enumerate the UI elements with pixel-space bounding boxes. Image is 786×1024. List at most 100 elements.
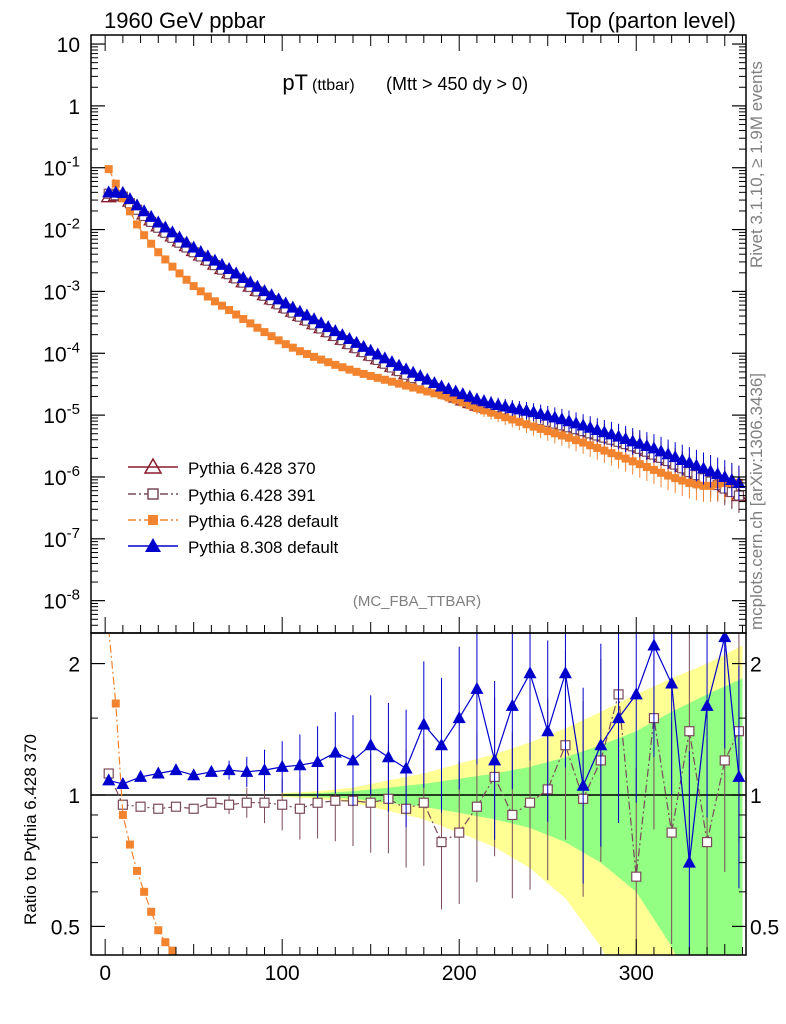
main-point-p8def (456, 387, 470, 400)
main-point-p8def (229, 266, 243, 279)
main-point-p8def (371, 347, 385, 360)
main-point-p8def (569, 416, 583, 429)
ratio-point-p391 (259, 797, 270, 808)
main-point-p8def (406, 365, 420, 378)
ratio-point-p391 (135, 801, 146, 812)
ratio-point-p8def (222, 763, 236, 776)
ratio-y-axis-label: Ratio to Pythia 6.428 370 (21, 734, 40, 925)
ratio-point-p391 (223, 799, 235, 810)
main-point-p8def (194, 245, 208, 258)
main-point-p6def (543, 427, 552, 436)
ratio-ytick-label-right: 0.5 (750, 916, 779, 939)
main-point-p8def (413, 369, 427, 382)
main-point-p6def (465, 401, 474, 410)
main-ytick-label: 10-4 (43, 339, 80, 366)
main-point-p8def (442, 382, 456, 395)
main-point-p6def (522, 420, 531, 429)
main-point-p8def (590, 423, 604, 436)
main-point-p6def (239, 314, 248, 323)
ratio-point-p391 (418, 797, 429, 808)
main-point-p8def (654, 444, 668, 457)
ratio-point-p8def (452, 711, 466, 724)
ratio-ytick-label-left: 2 (68, 654, 80, 677)
main-point-p6def (310, 352, 319, 361)
ratio-point-p391 (294, 803, 305, 814)
ratio-point-p8def (328, 745, 342, 758)
main-point-p8def (357, 339, 371, 352)
main-point-p6def (380, 375, 389, 384)
main-point-p6def (508, 415, 517, 424)
main-point-p6def (373, 373, 382, 382)
main-ytick-label: 10 (57, 34, 80, 57)
main-point-p6def (260, 328, 269, 337)
main-point-p8def (215, 257, 229, 270)
main-point-p8def (201, 249, 215, 262)
main-point-p6def (175, 269, 184, 278)
ratio-point-p391 (188, 803, 199, 814)
main-point-p8def (314, 316, 328, 329)
ratio-point-p391 (153, 803, 164, 814)
ratio-point-p8def (364, 738, 378, 751)
main-point-p6def (140, 231, 149, 240)
main-point-p8def (640, 439, 654, 452)
main-point-p6def (586, 441, 595, 450)
main-point-p6def (324, 358, 333, 367)
main-point-p8def (130, 198, 144, 211)
legend-entry-p391: Pythia 6.428 391 (128, 486, 316, 505)
ratio-point-p391 (206, 797, 217, 808)
main-point-p8def (597, 425, 611, 438)
ratio-plot-panel: 0.5 0.5 1 1 2 2 0 100 200 300 Ratio to Pythia 6.… (21, 35, 779, 985)
ratio-point-p8def (134, 769, 148, 782)
main-point-p6def (253, 323, 262, 332)
ratio-xtick-label: 0 (99, 962, 111, 985)
main-point-p6def (685, 478, 694, 487)
legend-filled-square-marker (148, 515, 158, 525)
ratio-point-p8def (311, 755, 325, 768)
main-point-p8def (583, 420, 597, 433)
main-point-p6def (218, 301, 226, 310)
main-point-p8def (711, 467, 725, 480)
plot-title-condition: (Mtt > 450 dy > 0) (386, 74, 528, 94)
main-point-p6def (699, 481, 708, 490)
ratio-point-p8def (576, 778, 590, 791)
ratio-point-p8def (204, 764, 218, 777)
main-point-p6def (189, 282, 198, 291)
main-point-p6def (557, 431, 566, 440)
main-ytick-label: 10-3 (43, 277, 80, 304)
ratio-ytick-label-right: 2 (750, 654, 762, 677)
main-point-p8def (293, 304, 307, 317)
ratio-xtick-label: 200 (442, 962, 477, 985)
main-point-p6def (472, 404, 481, 413)
ratio-point-p391 (330, 795, 341, 806)
ratio-point-p8def (435, 738, 449, 751)
main-point-p6def (671, 474, 680, 483)
ratio-point-p8def (665, 676, 679, 689)
main-ytick-label: 10-8 (43, 587, 80, 614)
main-point-p6def (572, 436, 581, 445)
main-series-line-p6def (108, 168, 739, 487)
ratio-point-p8def (417, 717, 431, 730)
ratio-point-p8def (505, 698, 519, 711)
main-point-p8def (286, 300, 300, 313)
main-point-p6def (593, 443, 602, 452)
main-point-p6def (366, 371, 375, 380)
ratio-point-p8def (116, 776, 130, 789)
main-point-p8def (265, 288, 279, 301)
main-point-p6def (628, 457, 637, 466)
main-point-p6def (515, 417, 524, 426)
main-point-p6def (444, 393, 453, 402)
main-point-p6def (480, 406, 488, 415)
ratio-point-p391 (701, 836, 713, 848)
ratio-point-p391 (719, 755, 730, 766)
main-point-p8def (675, 452, 689, 465)
main-point-p8def (477, 394, 491, 407)
main-point-p8def (718, 469, 732, 482)
main-point-p8def (385, 355, 399, 368)
main-point-p6def (536, 424, 545, 433)
legend-filled-triangle-marker (145, 538, 161, 552)
main-point-p8def (250, 279, 264, 292)
main-point-p8def (208, 253, 222, 266)
ratio-point-p8def (732, 769, 746, 782)
main-ytick-label: 10-1 (43, 154, 80, 181)
